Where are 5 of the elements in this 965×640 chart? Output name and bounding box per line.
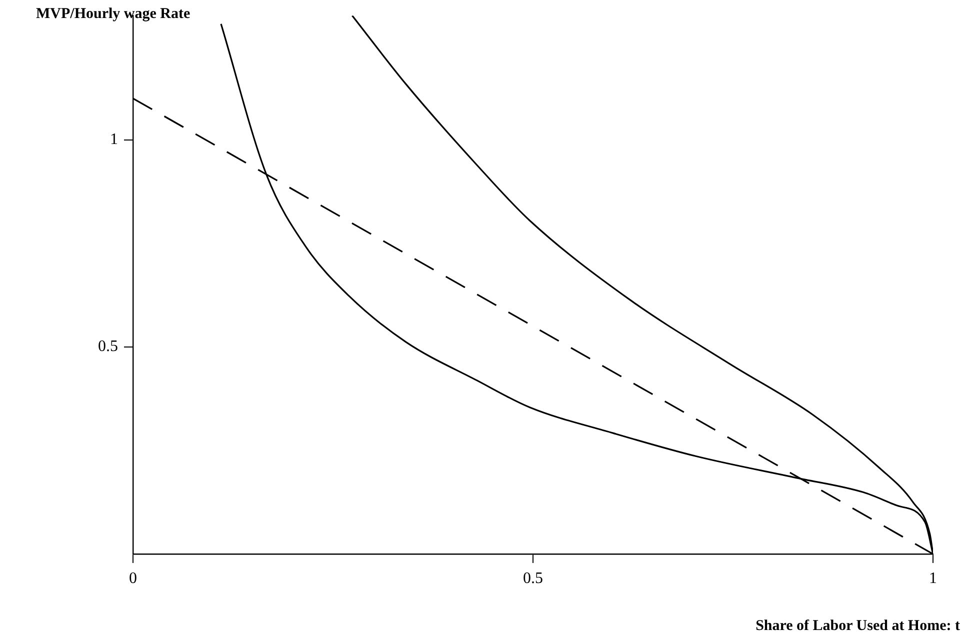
x-tick-label: 1 bbox=[929, 570, 937, 587]
x-axis-title: Share of Labor Used at Home: t bbox=[756, 618, 960, 634]
x-tick-label: 0 bbox=[129, 570, 137, 587]
x-tick-label: 0.5 bbox=[523, 570, 543, 587]
y-axis-title: MVP/Hourly wage Rate bbox=[36, 6, 190, 22]
